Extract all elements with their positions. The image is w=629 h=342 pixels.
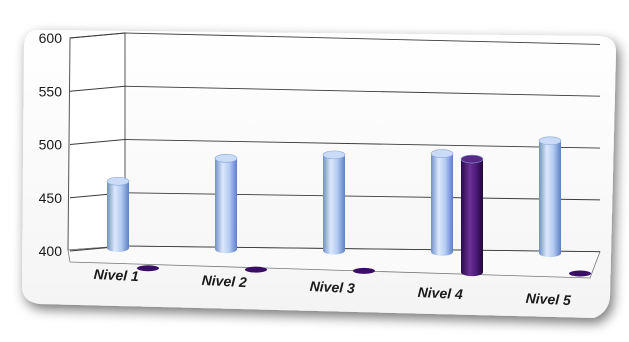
y-tick-label: 400 xyxy=(39,243,63,259)
bar-cap xyxy=(430,149,454,158)
bar-nivel-2-series-2 xyxy=(245,266,267,273)
x-tick-label: Nivel 4 xyxy=(417,284,463,302)
bar-nivel-3-series-2 xyxy=(353,267,375,274)
y-tick-label: 450 xyxy=(39,190,63,206)
bar-body xyxy=(323,154,345,255)
gridline xyxy=(124,245,601,253)
bar-body xyxy=(431,153,453,256)
gridline-side xyxy=(69,85,126,92)
bar-cap xyxy=(353,267,375,274)
bar-cap xyxy=(245,266,267,273)
gridlines xyxy=(69,32,601,253)
y-axis-ticks: 400 450 500 550 600 xyxy=(39,30,63,259)
gridline-side xyxy=(69,32,126,39)
bar-cap xyxy=(214,154,238,163)
bar-cap xyxy=(322,150,346,160)
bar-cap xyxy=(460,154,484,164)
gridline xyxy=(124,139,601,149)
bar-nivel-4-series-1 xyxy=(430,149,454,256)
y-tick-label: 550 xyxy=(39,83,63,99)
bars xyxy=(106,136,591,277)
bar-cap xyxy=(538,136,562,146)
y-tick-label: 500 xyxy=(39,137,63,153)
bar-nivel-2-series-1 xyxy=(214,154,238,254)
bar-body xyxy=(107,181,129,252)
gridline xyxy=(124,192,601,201)
bar-nivel-1-series-1 xyxy=(106,176,130,252)
y-tick-label: 600 xyxy=(39,30,63,46)
bar-nivel-4-series-2 xyxy=(460,154,484,277)
x-tick-label: Nivel 3 xyxy=(309,278,355,296)
bar-nivel-3-series-1 xyxy=(322,150,346,255)
bar-nivel-5-series-2 xyxy=(569,270,591,277)
bar-nivel-1-series-2 xyxy=(137,265,159,272)
bar-nivel-5-series-1 xyxy=(538,136,562,258)
gridline xyxy=(124,32,601,45)
gridline-side xyxy=(69,139,126,145)
x-tick-label: Nivel 2 xyxy=(201,272,247,290)
bar-body xyxy=(539,140,561,258)
bar-body xyxy=(215,158,237,254)
bar-cap xyxy=(106,176,130,186)
x-tick-label: Nivel 5 xyxy=(525,290,571,308)
x-axis-labels: Nivel 1 Nivel 2 Nivel 3 Nivel 4 Nivel 5 xyxy=(93,266,571,308)
x-tick-label: Nivel 1 xyxy=(93,266,139,284)
gridline xyxy=(124,85,601,97)
bar-cap xyxy=(137,265,159,272)
bar-cap xyxy=(569,270,591,277)
bar-body xyxy=(461,159,483,277)
